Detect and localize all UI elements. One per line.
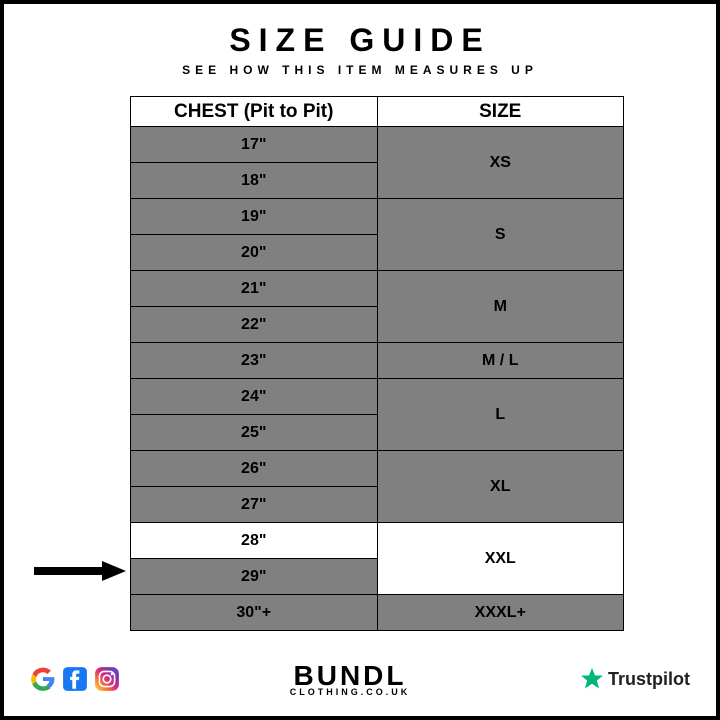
size-cell: XXL (377, 523, 624, 595)
facebook-icon[interactable] (62, 666, 88, 692)
footer: BUNDL CLOTHING.CO.UK Trustpilot (4, 656, 716, 702)
chest-cell: 22" (131, 307, 378, 343)
arrow-right-icon (34, 561, 126, 581)
chest-cell: 21" (131, 271, 378, 307)
chest-cell: 23" (131, 343, 378, 379)
table-row-highlighted: 28"XXL (131, 523, 624, 559)
chest-cell: 20" (131, 235, 378, 271)
size-cell: XXXL+ (377, 595, 624, 631)
column-header-chest: CHEST (Pit to Pit) (131, 97, 378, 127)
size-cell: XS (377, 127, 624, 199)
chest-cell: 28" (131, 523, 378, 559)
size-cell: L (377, 379, 624, 451)
header: SIZE GUIDE SEE HOW THIS ITEM MEASURES UP (4, 4, 716, 77)
table-row: 17"XS (131, 127, 624, 163)
social-icons (30, 666, 120, 692)
size-cell: XL (377, 451, 624, 523)
table-row: 19"S (131, 199, 624, 235)
chest-cell: 17" (131, 127, 378, 163)
chest-cell: 29" (131, 559, 378, 595)
table-row: 26"XL (131, 451, 624, 487)
trustpilot-badge[interactable]: Trustpilot (580, 667, 690, 691)
trustpilot-star-icon (580, 667, 604, 691)
size-cell: S (377, 199, 624, 271)
column-header-size: SIZE (377, 97, 624, 127)
chest-cell: 26" (131, 451, 378, 487)
instagram-icon[interactable] (94, 666, 120, 692)
brand-tagline: CLOTHING.CO.UK (290, 688, 411, 697)
brand-name: BUNDL (290, 662, 411, 690)
page-subtitle: SEE HOW THIS ITEM MEASURES UP (4, 63, 716, 77)
size-table: CHEST (Pit to Pit) SIZE 17"XS 18" 19"S 2… (130, 96, 624, 631)
chest-cell: 24" (131, 379, 378, 415)
table-row: 30"+XXXL+ (131, 595, 624, 631)
size-cell: M / L (377, 343, 624, 379)
trustpilot-label: Trustpilot (608, 669, 690, 690)
brand-logo: BUNDL CLOTHING.CO.UK (290, 662, 411, 697)
chest-cell: 25" (131, 415, 378, 451)
google-icon[interactable] (30, 666, 56, 692)
page-title: SIZE GUIDE (4, 22, 716, 59)
table-row: 21"M (131, 271, 624, 307)
chest-cell: 30"+ (131, 595, 378, 631)
table-row: 24"L (131, 379, 624, 415)
table-row: 23"M / L (131, 343, 624, 379)
chest-cell: 18" (131, 163, 378, 199)
size-cell: M (377, 271, 624, 343)
chest-cell: 27" (131, 487, 378, 523)
chest-cell: 19" (131, 199, 378, 235)
